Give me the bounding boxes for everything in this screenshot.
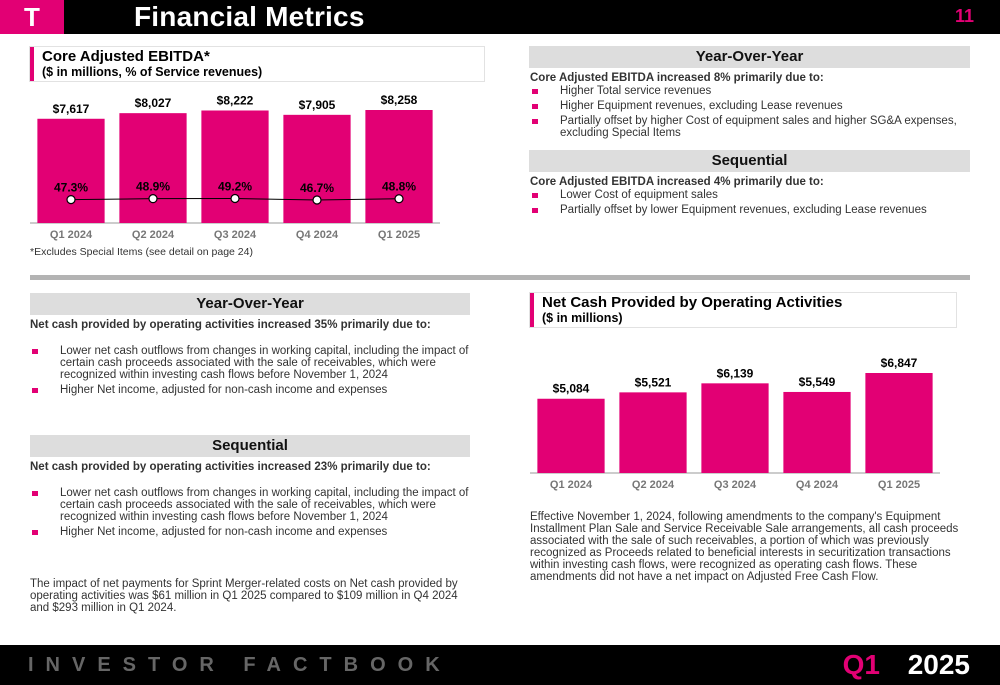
bar-value-label: $7,905 [299, 98, 336, 112]
ebitda-yoy-intro: Core Adjusted EBITDA increased 8% primar… [530, 72, 824, 84]
percent-point [394, 194, 404, 204]
percent-label: 46.7% [300, 181, 334, 195]
bar-value-label: $8,258 [381, 93, 418, 107]
ebitda-chart-title-box: Core Adjusted EBITDA* ($ in millions, % … [30, 47, 484, 81]
ocf-yoy-bullets: Lower net cash outflows from changes in … [30, 345, 470, 399]
ebitda-footnote: *Excludes Special Items (see detail on p… [30, 246, 253, 258]
footer-investor-factbook: INVESTOR FACTBOOK [28, 654, 452, 676]
percent-label: 48.8% [382, 180, 416, 194]
footer-quarter: Q1 [842, 649, 880, 680]
bar [619, 392, 687, 473]
ocf-seq-heading: Sequential [30, 435, 470, 457]
list-item: Higher Total service revenues [530, 85, 970, 97]
percent-label: 47.3% [54, 181, 88, 195]
footer-bar: INVESTOR FACTBOOK Q1 2025 [0, 645, 1000, 685]
list-item: Lower net cash outflows from changes in … [30, 487, 470, 523]
bar [783, 391, 851, 473]
percent-point [312, 195, 322, 205]
ocf-seq-intro: Net cash provided by operating activitie… [30, 461, 431, 473]
bar [537, 398, 605, 473]
x-tick-label: Q2 2024 [132, 229, 175, 241]
page-number: 11 [954, 6, 974, 26]
bar [701, 383, 769, 473]
bar-value-label: $8,027 [135, 96, 172, 110]
ebitda-chart: $7,617 Q1 2024 $8,027 Q2 2024 $8,222 Q3 2024 $… [30, 93, 440, 241]
t-mobile-logo: T [0, 0, 64, 34]
x-tick-label: Q3 2024 [214, 229, 257, 241]
section-divider [30, 275, 970, 280]
ocf-chart: $5,084 Q1 2024 $5,521 Q2 2024 $6,139 Q3 2024 $… [530, 356, 940, 491]
bar-value-label: $6,139 [717, 366, 754, 380]
x-tick-label: Q2 2024 [632, 479, 675, 491]
bar [119, 113, 187, 223]
bar-value-label: $7,617 [53, 102, 90, 116]
bar [283, 114, 351, 223]
bar [865, 373, 933, 473]
ocf-yoy-intro: Net cash provided by operating activitie… [30, 319, 431, 331]
bar [37, 118, 105, 223]
ebitda-yoy-heading: Year-Over-Year [529, 46, 970, 68]
percent-point [148, 194, 158, 204]
list-item: Lower Cost of equipment sales [530, 189, 970, 201]
bar-value-label: $5,521 [635, 375, 672, 389]
bar [201, 110, 269, 223]
header-bar: T Financial Metrics 11 [0, 0, 1000, 34]
footer-year: 2025 [907, 649, 970, 680]
ocf-yoy-heading: Year-Over-Year [30, 293, 470, 315]
bar-value-label: $6,847 [881, 356, 918, 370]
list-item: Partially offset by lower Equipment reve… [530, 204, 970, 216]
ocf-chart-subtitle: ($ in millions) [542, 311, 623, 325]
ebitda-seq-intro: Core Adjusted EBITDA increased 4% primar… [530, 176, 824, 188]
ebitda-chart-title: Core Adjusted EBITDA* [42, 48, 210, 65]
x-tick-label: Q3 2024 [714, 479, 757, 491]
ocf-chart-title-box: Net Cash Provided by Operating Activitie… [530, 293, 956, 327]
sprint-merger-note: The impact of net payments for Sprint Me… [30, 578, 458, 614]
x-tick-label: Q1 2025 [878, 479, 920, 491]
x-tick-label: Q1 2024 [50, 229, 93, 241]
page-title: Financial Metrics [134, 1, 365, 32]
ocf-chart-title: Net Cash Provided by Operating Activitie… [542, 294, 843, 311]
bar-value-label: $5,084 [553, 382, 590, 396]
percent-point [230, 193, 240, 204]
bar-value-label: $5,549 [799, 375, 836, 389]
ebitda-chart-subtitle: ($ in millions, % of Service revenues) [42, 65, 263, 79]
list-item: Higher Net income, adjusted for non-cash… [30, 526, 470, 538]
list-item: Partially offset by higher Cost of equip… [530, 115, 970, 139]
x-tick-label: Q4 2024 [296, 229, 339, 241]
list-item: Higher Equipment revenues, excluding Lea… [530, 100, 970, 112]
x-tick-label: Q1 2024 [550, 479, 593, 491]
percent-point [66, 195, 76, 205]
ebitda-seq-bullets: Lower Cost of equipment sales Partially … [530, 189, 970, 219]
list-item: Lower net cash outflows from changes in … [30, 345, 470, 381]
ebitda-yoy-bullets: Higher Total service revenues Higher Equ… [530, 85, 970, 142]
list-item: Higher Net income, adjusted for non-cash… [30, 384, 470, 396]
percent-label: 49.2% [218, 179, 252, 193]
x-tick-label: Q4 2024 [796, 479, 839, 491]
bar-value-label: $8,222 [217, 93, 254, 107]
percent-label: 48.9% [136, 180, 170, 194]
x-tick-label: Q1 2025 [378, 229, 420, 241]
bar [365, 110, 433, 223]
ebitda-seq-heading: Sequential [529, 150, 970, 172]
amendment-note: Effective November 1, 2024, following am… [530, 511, 959, 583]
ocf-seq-bullets: Lower net cash outflows from changes in … [30, 487, 470, 541]
